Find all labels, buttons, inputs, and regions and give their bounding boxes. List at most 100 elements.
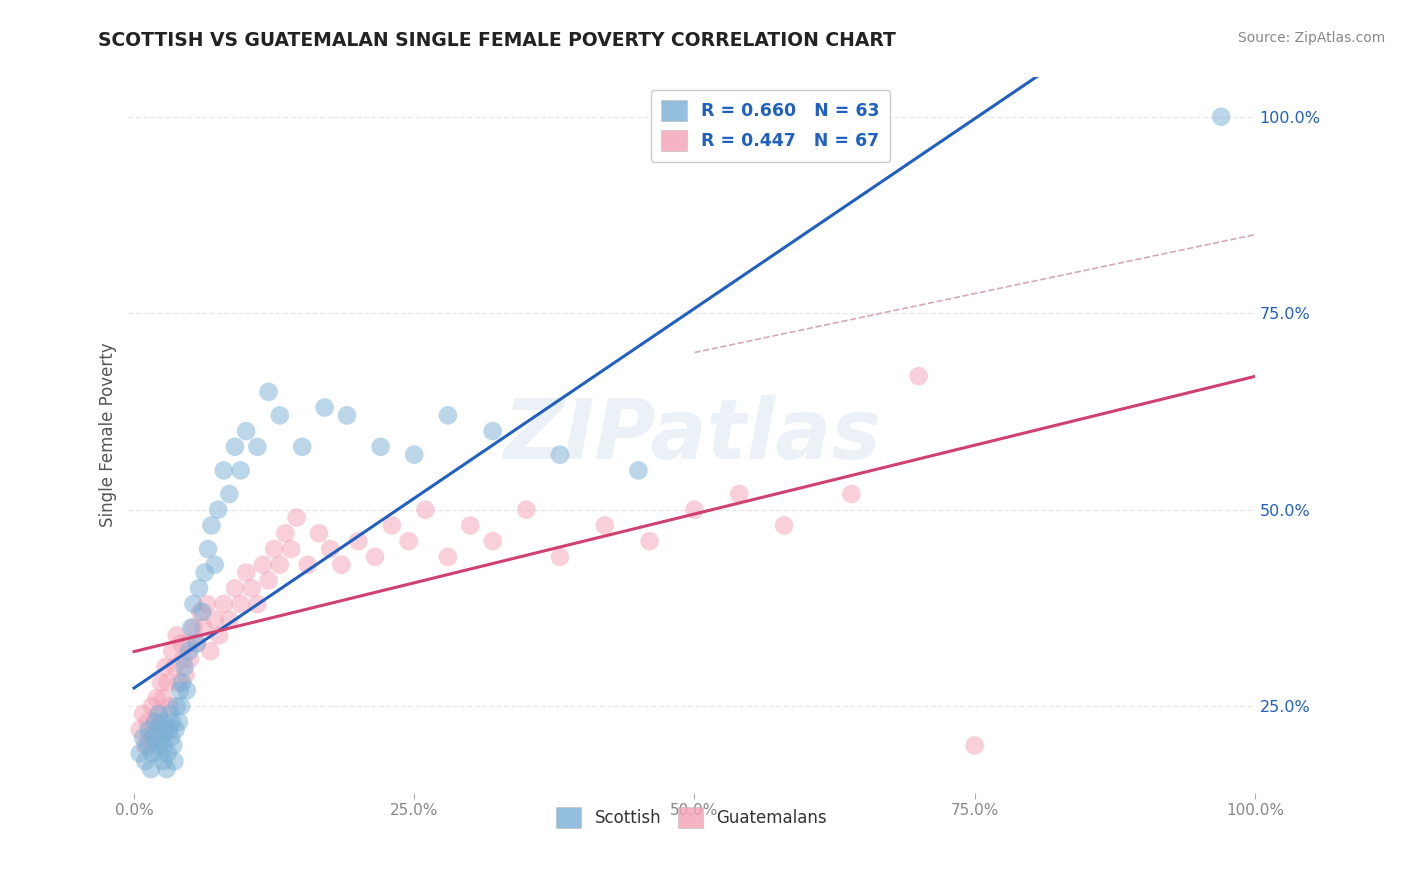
Point: [128, 747, 150, 761]
Point: [257, 574, 280, 588]
Point: [173, 660, 195, 674]
Point: [263, 541, 285, 556]
Point: [139, 731, 162, 745]
Point: [370, 440, 392, 454]
Point: [218, 613, 240, 627]
Point: [172, 652, 194, 666]
Point: [404, 448, 426, 462]
Text: ZIPatlas: ZIPatlas: [503, 394, 880, 475]
Point: [728, 487, 751, 501]
Point: [207, 502, 229, 516]
Point: [155, 723, 177, 737]
Point: [274, 526, 297, 541]
Point: [229, 463, 252, 477]
Point: [204, 558, 226, 572]
Point: [240, 582, 263, 596]
Point: [458, 518, 481, 533]
Point: [157, 723, 180, 737]
Point: [285, 510, 308, 524]
Point: [141, 747, 163, 761]
Point: [172, 675, 194, 690]
Point: [152, 691, 174, 706]
Text: SCOTTISH VS GUATEMALAN SINGLE FEMALE POVERTY CORRELATION CHART: SCOTTISH VS GUATEMALAN SINGLE FEMALE POV…: [98, 31, 896, 50]
Point: [627, 463, 650, 477]
Point: [174, 667, 197, 681]
Point: [224, 582, 246, 596]
Point: [150, 714, 173, 729]
Point: [252, 558, 274, 572]
Point: [515, 502, 537, 516]
Point: [269, 558, 291, 572]
Point: [128, 723, 150, 737]
Point: [188, 582, 211, 596]
Point: [149, 731, 172, 745]
Point: [138, 723, 160, 737]
Point: [163, 660, 186, 674]
Point: [132, 707, 155, 722]
Point: [191, 605, 214, 619]
Point: [170, 699, 193, 714]
Point: [136, 714, 159, 729]
Point: [145, 691, 167, 706]
Point: [165, 723, 187, 737]
Point: [186, 636, 208, 650]
Point: [593, 518, 616, 533]
Point: [330, 558, 353, 572]
Point: [481, 534, 503, 549]
Point: [155, 762, 177, 776]
Point: [134, 739, 156, 753]
Point: [176, 683, 198, 698]
Point: [481, 424, 503, 438]
Point: [148, 707, 170, 722]
Point: [235, 424, 257, 438]
Point: [200, 644, 222, 658]
Point: [153, 739, 176, 753]
Point: [364, 549, 387, 564]
Point: [208, 628, 231, 642]
Point: [160, 644, 183, 658]
Point: [149, 747, 172, 761]
Point: [166, 699, 188, 714]
Point: [415, 502, 437, 516]
Point: [132, 731, 155, 745]
Point: [246, 440, 269, 454]
Point: [280, 541, 302, 556]
Point: [773, 518, 796, 533]
Point: [269, 409, 291, 423]
Point: [183, 621, 205, 635]
Point: [229, 597, 252, 611]
Point: [963, 739, 986, 753]
Point: [146, 723, 169, 737]
Point: [148, 707, 170, 722]
Point: [188, 605, 211, 619]
Point: [177, 644, 200, 658]
Point: [149, 675, 172, 690]
Point: [180, 621, 202, 635]
Point: [204, 613, 226, 627]
Point: [134, 754, 156, 768]
Point: [319, 541, 342, 556]
Point: [381, 518, 404, 533]
Point: [224, 440, 246, 454]
Point: [177, 636, 200, 650]
Point: [162, 739, 184, 753]
Point: [160, 731, 183, 745]
Point: [136, 739, 159, 753]
Point: [291, 440, 314, 454]
Point: [235, 566, 257, 580]
Point: [170, 636, 193, 650]
Point: [155, 660, 177, 674]
Point: [638, 534, 661, 549]
Point: [186, 636, 208, 650]
Point: [152, 754, 174, 768]
Y-axis label: Single Female Poverty: Single Female Poverty: [100, 343, 117, 527]
Text: Source: ZipAtlas.com: Source: ZipAtlas.com: [1237, 31, 1385, 45]
Point: [163, 754, 186, 768]
Point: [141, 699, 163, 714]
Point: [156, 747, 179, 761]
Point: [257, 384, 280, 399]
Point: [1211, 110, 1233, 124]
Point: [437, 549, 460, 564]
Point: [143, 714, 166, 729]
Point: [183, 597, 205, 611]
